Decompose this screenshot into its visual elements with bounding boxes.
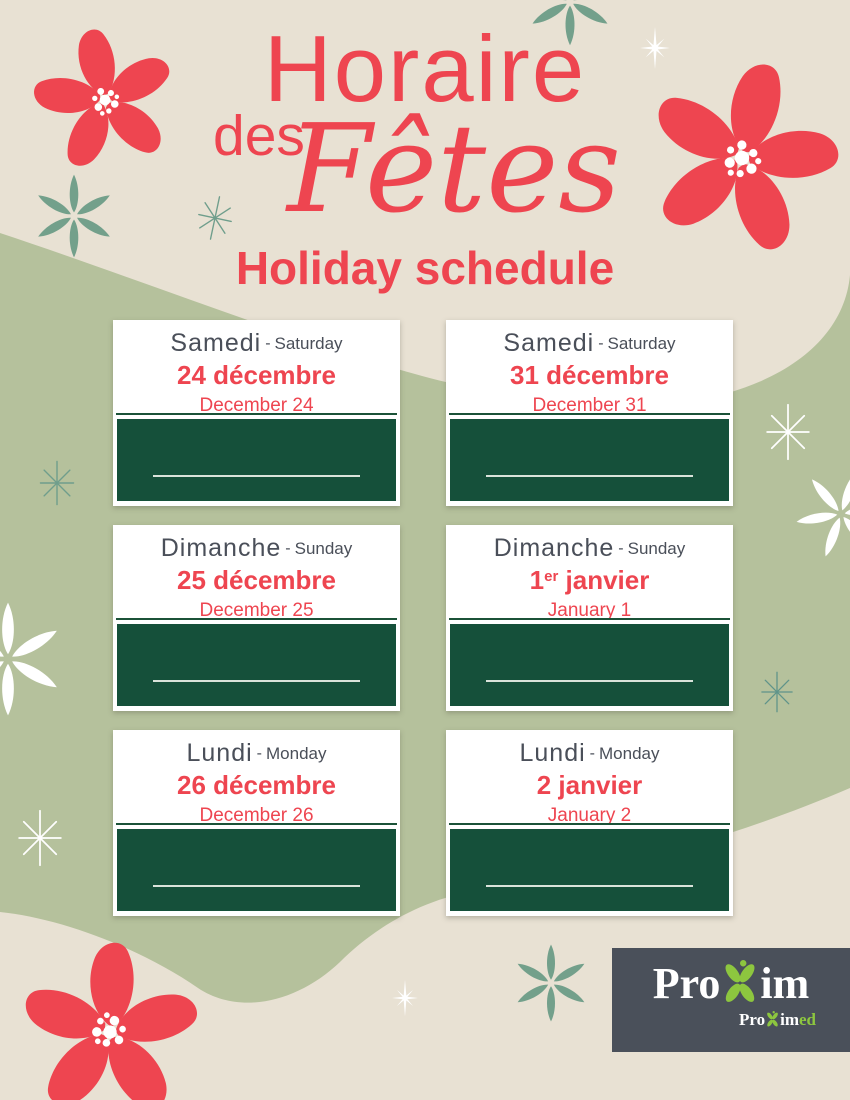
day-separator: -	[265, 335, 271, 352]
schedule-card-jan1: Dimanche - Sunday 1er janvier January 1	[446, 525, 733, 711]
day-separator: -	[598, 335, 604, 352]
proxim-leaf-x-icon	[717, 960, 763, 1006]
date-french-rest: janvier	[558, 565, 650, 595]
proxim-wordmark-im: im	[760, 959, 810, 1008]
card-header: Samedi - Saturday 31 décembre December 31	[446, 320, 733, 416]
day-name: Lundi - Monday	[446, 739, 733, 771]
day-english: Sunday	[294, 539, 353, 558]
date-english: January 1	[547, 600, 632, 621]
date-french-ordinal: er	[544, 568, 559, 585]
card-header: Lundi - Monday 26 décembre December 26	[113, 730, 400, 826]
day-separator: -	[285, 540, 291, 557]
date-french: 26 décembre	[113, 771, 400, 804]
hours-divider	[449, 823, 730, 825]
hours-write-line	[486, 475, 693, 477]
schedule-grid: Samedi - Saturday 24 décembre December 24 …	[113, 320, 733, 916]
day-english: Monday	[599, 744, 660, 763]
day-french: Dimanche	[493, 534, 615, 562]
hours-box	[117, 419, 396, 501]
day-english: Sunday	[627, 539, 686, 558]
proximed-pro: Pro	[738, 1010, 766, 1029]
day-separator: -	[618, 540, 624, 557]
date-french-text: 2 janvier	[536, 770, 643, 800]
day-french: Dimanche	[160, 534, 282, 562]
card-header: Dimanche - Sunday 25 décembre December 25	[113, 525, 400, 621]
proximed-wordmark: Pro imed	[739, 1010, 816, 1030]
day-name: Samedi - Saturday	[446, 329, 733, 361]
card-header: Samedi - Saturday 24 décembre December 24	[113, 320, 400, 416]
hours-box	[117, 624, 396, 706]
proximed-ed: ed	[799, 1010, 816, 1029]
card-header: Lundi - Monday 2 janvier January 2	[446, 730, 733, 826]
day-french: Samedi	[503, 329, 595, 357]
title-english-subtitle: Holiday schedule	[235, 242, 615, 294]
title-french-script: Fêtes	[287, 98, 622, 240]
day-separator: -	[589, 745, 595, 762]
date-french: 31 décembre	[446, 361, 733, 394]
title-french-line1: Horaire	[263, 16, 587, 121]
schedule-card-dec24: Samedi - Saturday 24 décembre December 24	[113, 320, 400, 506]
date-french: 24 décembre	[113, 361, 400, 394]
hours-box	[450, 829, 729, 911]
date-french-text: 31 décembre	[510, 360, 669, 390]
hours-divider	[116, 823, 397, 825]
date-english: January 2	[547, 805, 632, 826]
day-english: Saturday	[274, 334, 343, 353]
proxim-logo: Pro im Pro imed	[612, 948, 850, 1052]
hours-divider	[449, 413, 730, 415]
date-english: December 31	[532, 395, 647, 416]
date-french-text: 26 décembre	[177, 770, 336, 800]
date-english: December 25	[199, 600, 314, 621]
hours-write-line	[153, 680, 360, 682]
date-french-text: 24 décembre	[177, 360, 336, 390]
date-french: 1er janvier	[446, 566, 733, 599]
day-french: Lundi	[186, 739, 253, 767]
hours-divider	[116, 618, 397, 620]
hours-divider	[116, 413, 397, 415]
date-french: 2 janvier	[446, 771, 733, 804]
date-english: December 24	[199, 395, 314, 416]
schedule-card-dec25: Dimanche - Sunday 25 décembre December 25	[113, 525, 400, 711]
day-name: Lundi - Monday	[113, 739, 400, 771]
hours-write-line	[153, 885, 360, 887]
hours-divider	[449, 618, 730, 620]
day-name: Dimanche - Sunday	[446, 534, 733, 566]
hours-write-line	[486, 885, 693, 887]
schedule-card-dec31: Samedi - Saturday 31 décembre December 31	[446, 320, 733, 506]
day-english: Monday	[266, 744, 327, 763]
schedule-card-dec26: Lundi - Monday 26 décembre December 26	[113, 730, 400, 916]
day-english: Saturday	[607, 334, 676, 353]
hours-box	[450, 624, 729, 706]
date-english: December 26	[199, 805, 314, 826]
day-french: Lundi	[519, 739, 586, 767]
hours-write-line	[153, 475, 360, 477]
date-french-text: 25 décembre	[177, 565, 336, 595]
title-french-line2: des	[213, 104, 305, 168]
day-french: Samedi	[170, 329, 262, 357]
date-french: 25 décembre	[113, 566, 400, 599]
proxim-wordmark-pro: Pro	[652, 959, 721, 1008]
card-header: Dimanche - Sunday 1er janvier January 1	[446, 525, 733, 621]
hours-box	[450, 419, 729, 501]
proxim-wordmark: Pro im	[612, 960, 850, 1007]
hours-write-line	[486, 680, 693, 682]
hours-box	[117, 829, 396, 911]
day-name: Samedi - Saturday	[113, 329, 400, 361]
date-french-text: 1	[529, 565, 545, 595]
proximed-leaf-x-icon	[764, 1011, 781, 1028]
day-name: Dimanche - Sunday	[113, 534, 400, 566]
day-separator: -	[256, 745, 262, 762]
schedule-card-jan2: Lundi - Monday 2 janvier January 2	[446, 730, 733, 916]
proximed-im: im	[780, 1010, 799, 1029]
